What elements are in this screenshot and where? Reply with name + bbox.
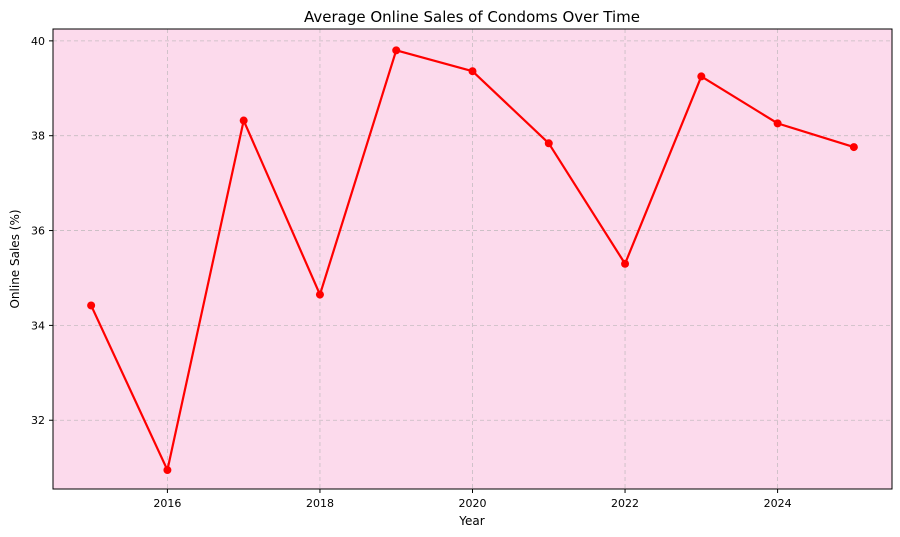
data-point xyxy=(315,290,324,299)
x-tick-label: 2018 xyxy=(306,497,334,510)
data-point xyxy=(163,466,172,475)
y-axis-label: Online Sales (%) xyxy=(8,209,22,308)
x-tick-label: 2020 xyxy=(459,497,487,510)
x-tick-label: 2024 xyxy=(764,497,792,510)
data-point xyxy=(239,116,248,125)
data-point xyxy=(773,119,782,128)
x-axis-label: Year xyxy=(458,514,484,528)
data-point xyxy=(697,72,706,81)
chart-title: Average Online Sales of Condoms Over Tim… xyxy=(304,8,640,26)
ticks: 2016 2018 2020 2022 2024 32 34 36 38 40 xyxy=(31,35,792,510)
y-tick-label: 36 xyxy=(31,225,45,238)
x-tick-label: 2022 xyxy=(611,497,639,510)
data-point xyxy=(544,139,553,148)
data-point xyxy=(849,143,858,152)
x-tick-label: 2016 xyxy=(153,497,181,510)
y-tick-label: 32 xyxy=(31,414,45,427)
series-layer xyxy=(87,46,858,475)
data-point xyxy=(621,259,630,268)
y-tick-label: 34 xyxy=(31,319,45,332)
data-point xyxy=(392,46,401,55)
plot-area xyxy=(53,29,892,489)
data-point xyxy=(468,67,477,76)
y-tick-label: 40 xyxy=(31,35,45,48)
y-tick-label: 38 xyxy=(31,130,45,143)
data-point xyxy=(87,301,96,310)
